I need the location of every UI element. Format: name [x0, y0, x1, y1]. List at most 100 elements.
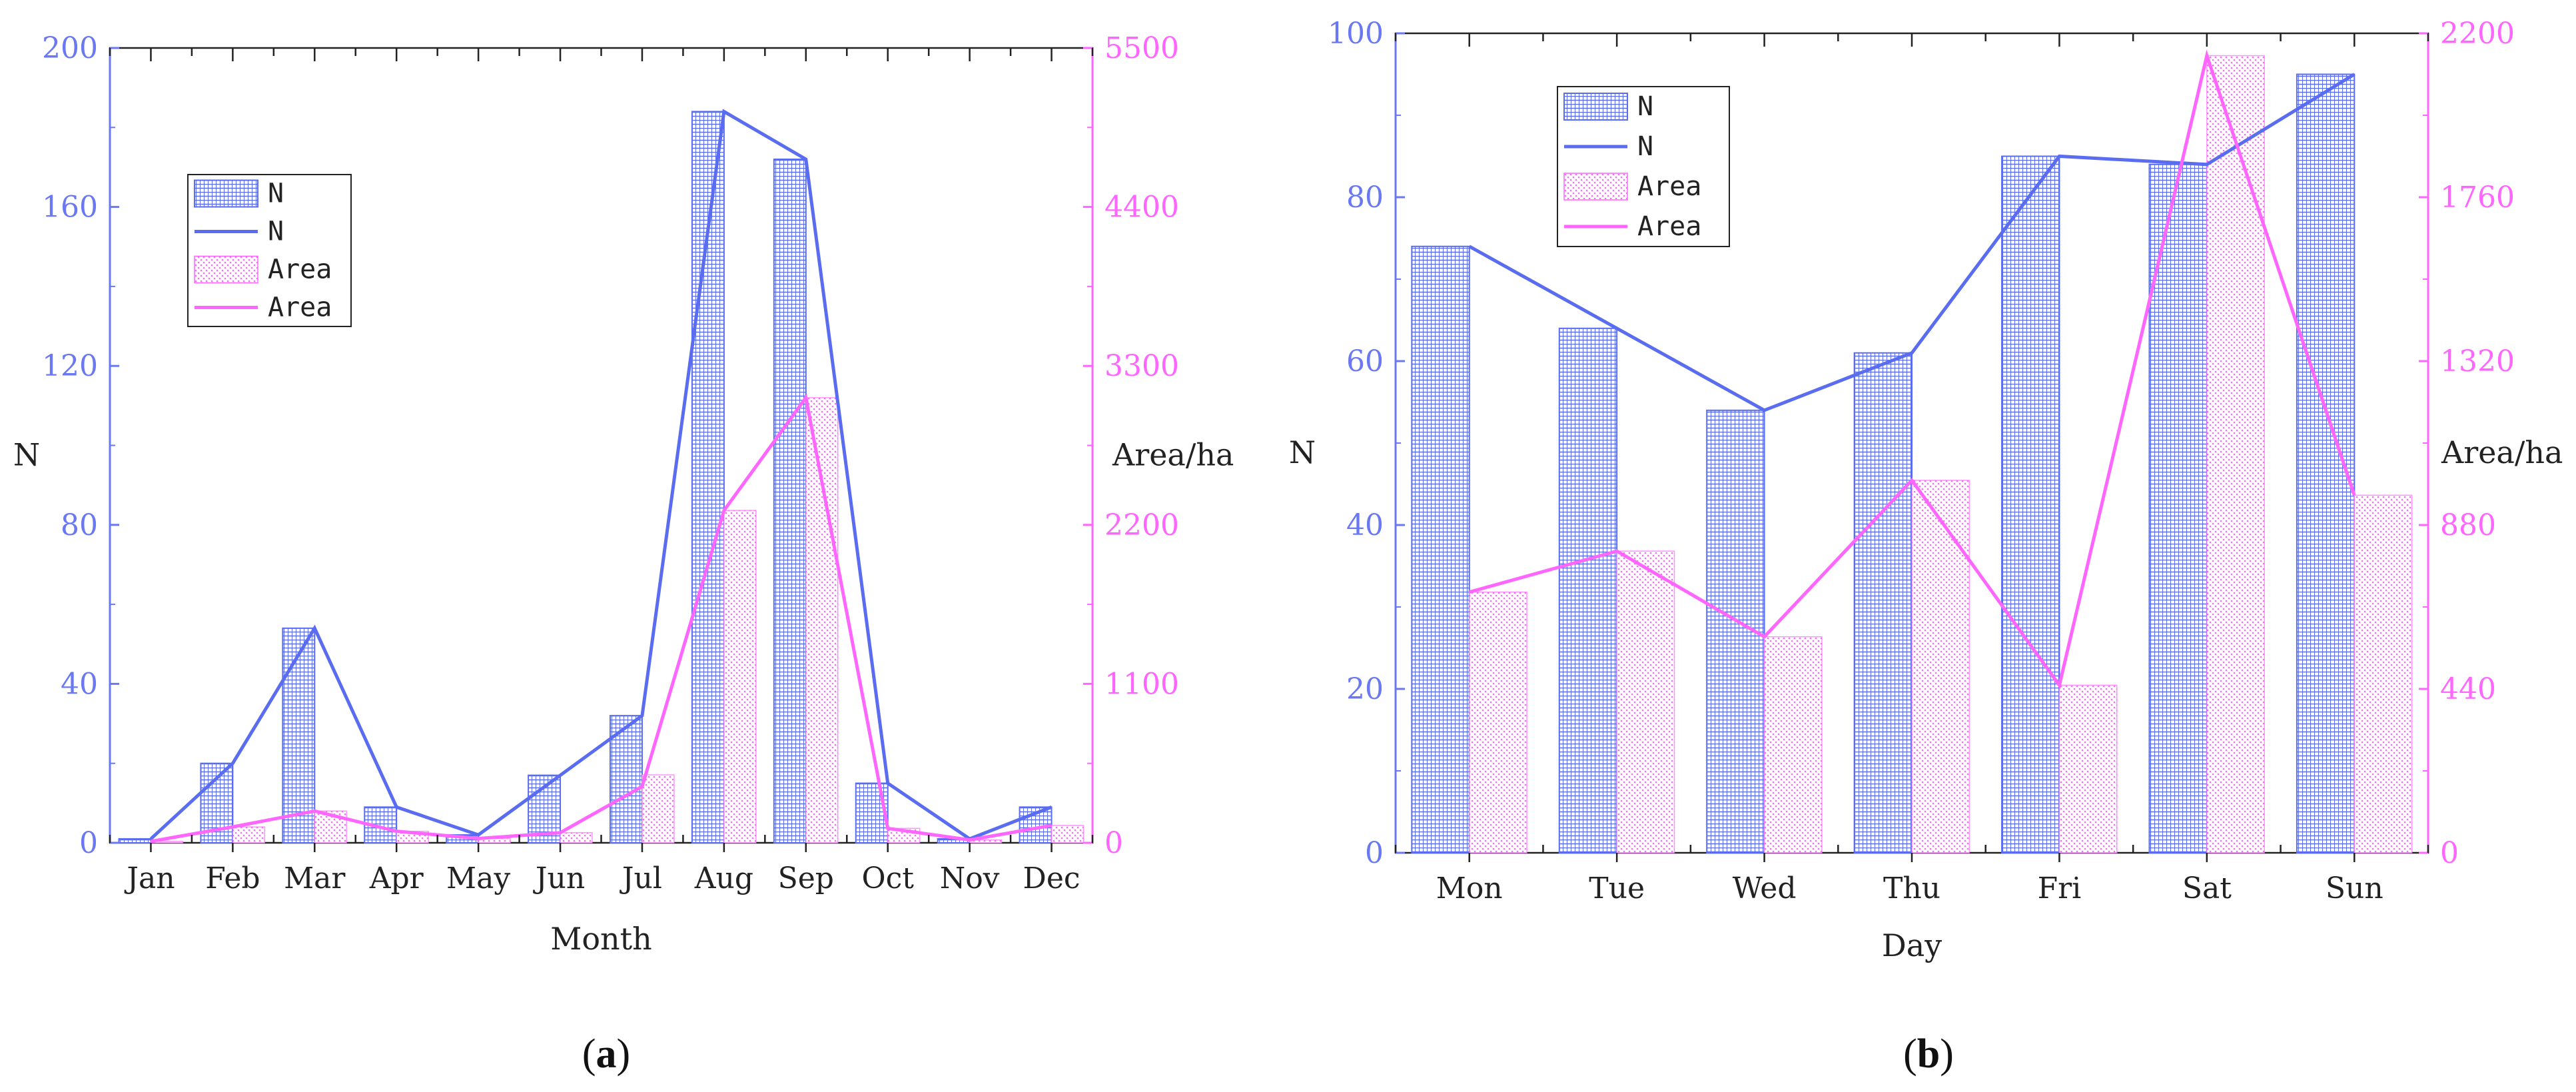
right-tick-label-b-0: 0 [2440, 836, 2459, 870]
chart-panel-a: 0 40 80 120 160 200 0 1100 2200 3300 4400 5500 Jan Fe… [13, 31, 1234, 957]
bar-area-b-tue [1616, 550, 1675, 853]
legend-label-line-n-b: N [1637, 131, 1653, 162]
x-tick-label-a-jan: Jan [124, 861, 175, 895]
legend-swatch-bar-n-a [194, 179, 258, 208]
right-tick-label-a-2: 2200 [1104, 508, 1179, 542]
x-axis-title-a: Month [550, 921, 652, 957]
x-tick-label-b-thu: Thu [1883, 871, 1940, 905]
legend-label-bar-area-a: Area [268, 255, 332, 285]
right-tick-label-b-4: 1760 [2440, 181, 2515, 215]
x-axis-title-b: Day [1882, 927, 1942, 963]
bar-n-b-sat [2148, 163, 2208, 853]
left-tick-label-b-0: 0 [1365, 836, 1384, 870]
bar-area-a-feb [232, 826, 266, 843]
panel-letter-b: b [1917, 1031, 1940, 1077]
x-tick-label-a-dec: Dec [1023, 861, 1080, 895]
panel-label-b: (b) [1903, 1031, 1954, 1077]
x-tick-label-b-sat: Sat [2182, 871, 2232, 905]
right-tick-label-b-1: 440 [2440, 672, 2496, 706]
x-tick-label-b-tue: Tue [1589, 871, 1645, 905]
x-tick-label-b-sun: Sun [2326, 871, 2383, 905]
bar-n-b-tue [1558, 327, 1618, 853]
bar-n-b-sun [2296, 73, 2356, 853]
left-tick-label-a-5: 200 [42, 31, 98, 65]
left-tick-label-b-3: 60 [1346, 344, 1384, 378]
bar-area-a-dec [1051, 825, 1084, 843]
bar-area-b-sun [2354, 494, 2413, 853]
bar-n-b-thu [1853, 352, 1913, 853]
x-tick-label-a-jun: Jun [533, 861, 585, 895]
x-tick-label-a-apr: Apr [369, 861, 424, 895]
right-tick-label-a-4: 4400 [1104, 191, 1179, 225]
left-tick-label-b-1: 20 [1346, 672, 1384, 706]
right-tick-label-a-1: 1100 [1104, 667, 1179, 701]
line-n-b [1468, 73, 2356, 412]
right-tick-label-a-5: 5500 [1104, 31, 1179, 65]
y-left-axis-title-a: N [13, 437, 40, 473]
left-tick-label-a-0: 0 [79, 826, 98, 860]
left-tick-label-b-5: 100 [1328, 17, 1384, 51]
legend-b: NN Area Area [1557, 86, 1730, 247]
legend-label-bar-n-a: N [268, 179, 284, 209]
right-tick-label-b-3: 1320 [2440, 344, 2515, 378]
legend-label-bar-n-b: N [1637, 91, 1653, 122]
x-tick-label-a-aug: Aug [694, 861, 753, 895]
bar-area-b-fri [2058, 684, 2118, 853]
bar-n-a-sep [773, 159, 807, 843]
legend-label-line-n-a: N [268, 217, 284, 247]
x-tick-label-a-mar: Mar [284, 861, 346, 895]
chart-panel-b: 0 20 40 60 80 100 0 440 880 1320 1760 2200 Mon Tue Wed… [1289, 17, 2563, 963]
bar-n-a-jul [610, 715, 643, 843]
x-tick-label-a-nov: Nov [940, 861, 1000, 895]
legend-swatch-bar-n-b [1563, 93, 1628, 121]
left-tick-label-a-1: 40 [61, 667, 98, 701]
left-tick-label-a-3: 120 [42, 349, 98, 383]
x-tick-label-a-sep: Sep [778, 861, 834, 895]
left-tick-label-a-2: 80 [61, 508, 98, 542]
bar-n-a-jan [118, 838, 152, 844]
bar-area-b-thu [1911, 480, 1970, 853]
line-area-b [1469, 49, 2356, 690]
left-tick-label-b-4: 80 [1346, 181, 1384, 215]
bar-area-a-sep [805, 397, 839, 843]
bar-area-a-jan [150, 841, 184, 843]
legend-label-line-area-b: Area [1637, 211, 1701, 242]
x-tick-label-b-wed: Wed [1733, 871, 1797, 905]
x-tick-label-b-fri: Fri [2038, 871, 2082, 905]
left-tick-label-b-2: 40 [1346, 508, 1384, 542]
panel-letter-a: a [596, 1031, 617, 1077]
bar-area-b-sat [2206, 55, 2265, 853]
x-tick-label-a-jul: Jul [620, 861, 662, 895]
bar-n-b-mon [1411, 245, 1470, 853]
left-tick-label-a-4: 160 [42, 191, 98, 225]
y-right-axis-title-b: Area/ha [2441, 434, 2563, 470]
right-tick-label-a-3: 3300 [1104, 349, 1179, 383]
panel-label-a: (a) [582, 1031, 630, 1077]
line-area-a [151, 393, 1052, 843]
y-right-axis-title-a: Area/ha [1112, 437, 1234, 473]
legend-label-bar-area-b: Area [1637, 171, 1701, 202]
y-left-axis-title-b: N [1289, 434, 1316, 470]
bar-n-a-mar [282, 627, 316, 843]
bar-n-a-oct [855, 782, 889, 844]
legend-swatch-bar-area-b [1563, 173, 1628, 201]
bar-area-a-aug [723, 510, 757, 843]
bar-n-a-aug [691, 111, 725, 844]
x-tick-label-a-may: May [446, 861, 510, 895]
bar-area-b-wed [1763, 636, 1823, 853]
bar-area-a-jul [642, 774, 675, 843]
right-tick-label-a-0: 0 [1104, 826, 1123, 860]
x-tick-label-a-feb: Feb [205, 861, 260, 895]
legend-swatch-bar-area-a [194, 255, 258, 284]
legend-a: NN Area Area [187, 174, 352, 327]
right-tick-label-b-5: 2200 [2440, 17, 2515, 51]
bar-area-a-jun [560, 832, 593, 843]
x-tick-label-a-oct: Oct [862, 861, 915, 895]
right-tick-label-b-2: 880 [2440, 508, 2496, 542]
legend-label-line-area-a: Area [268, 292, 332, 323]
bar-n-b-fri [2001, 155, 2060, 853]
bar-area-b-mon [1468, 591, 1527, 853]
x-tick-label-b-mon: Mon [1436, 871, 1503, 905]
line-n-a [149, 109, 1053, 841]
